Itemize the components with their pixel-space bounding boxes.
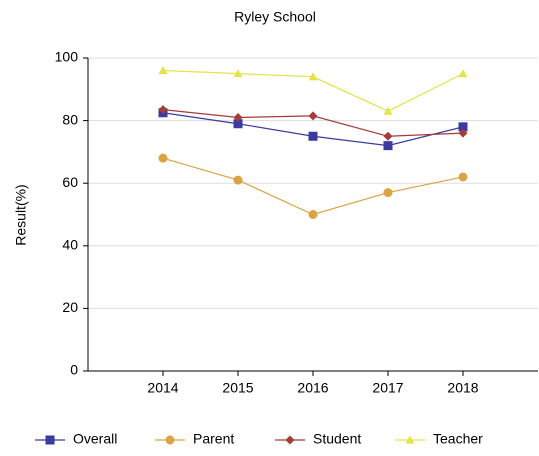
marker <box>158 66 168 75</box>
y-tick-label: 40 <box>62 237 78 253</box>
marker <box>158 153 168 163</box>
x-tick-label: 2017 <box>372 380 403 396</box>
y-axis-label: Result(%) <box>13 184 29 245</box>
y-tick-label: 80 <box>62 111 78 127</box>
marker <box>233 175 243 185</box>
marker <box>308 131 318 141</box>
legend-marker <box>405 435 415 444</box>
legend-marker <box>45 435 55 445</box>
marker <box>308 111 318 121</box>
marker <box>158 105 168 115</box>
x-tick-label: 2016 <box>297 380 328 396</box>
y-tick-label: 20 <box>62 299 78 315</box>
marker <box>308 210 318 219</box>
marker <box>233 112 243 122</box>
legend-marker <box>165 435 175 445</box>
y-tick-label: 60 <box>62 174 78 190</box>
series-line <box>162 157 464 216</box>
marker <box>383 188 393 198</box>
x-tick-label: 2015 <box>222 380 253 396</box>
x-tick-label: 2018 <box>447 380 478 396</box>
marker <box>383 106 393 115</box>
marker <box>308 72 318 81</box>
x-tick-label: 2014 <box>147 380 178 396</box>
marker <box>458 172 468 182</box>
marker <box>458 122 468 132</box>
legend-label: Student <box>313 431 361 447</box>
chart-title: Ryley School <box>234 9 316 25</box>
marker <box>458 128 468 138</box>
marker <box>233 69 243 78</box>
marker <box>458 69 468 78</box>
marker <box>233 119 243 129</box>
legend-label: Teacher <box>433 431 483 447</box>
legend-label: Parent <box>193 431 234 447</box>
legend-label: Overall <box>73 431 117 447</box>
marker <box>383 141 393 151</box>
y-tick-label: 100 <box>55 49 79 65</box>
legend-marker <box>285 435 295 445</box>
y-tick-label: 0 <box>70 362 78 378</box>
marker <box>383 131 393 141</box>
